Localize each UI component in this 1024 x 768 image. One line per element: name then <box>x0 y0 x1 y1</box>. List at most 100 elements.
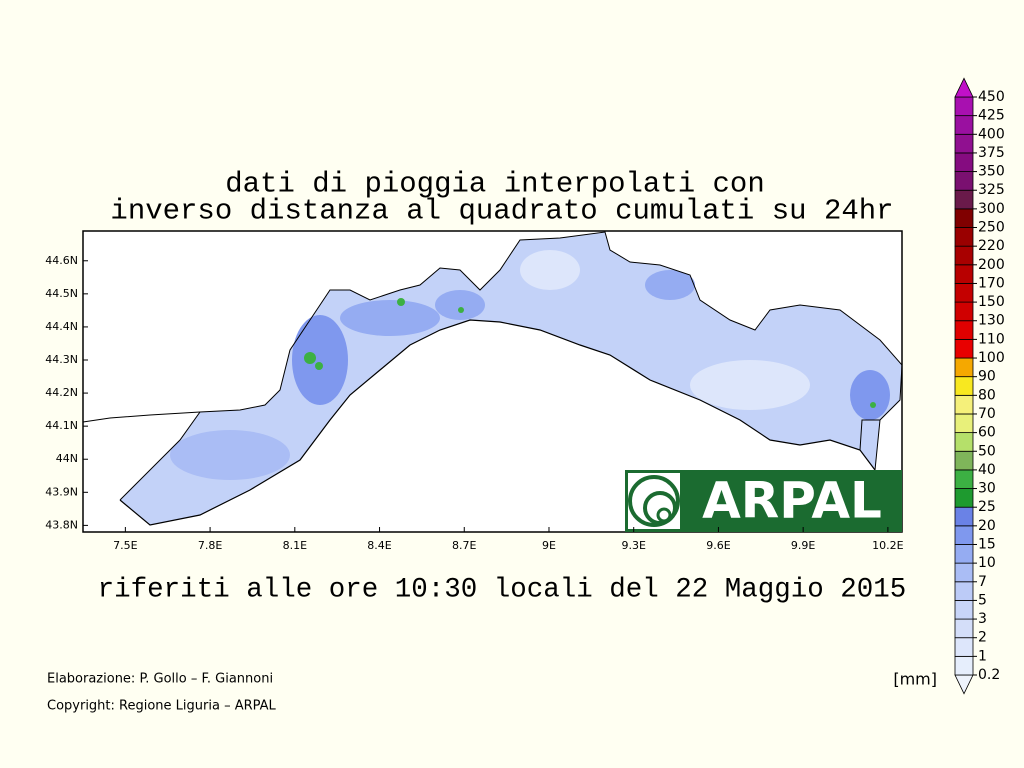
rain-spot <box>304 352 316 364</box>
coastline <box>119 319 876 526</box>
colorbar-band <box>954 320 974 340</box>
colorbar-band <box>954 600 974 620</box>
colorbar-band <box>954 525 974 545</box>
colorbar-band <box>954 562 974 583</box>
y-tick-label: 44.3N <box>45 353 78 366</box>
x-tick-label: 8.1E <box>283 539 307 552</box>
logo-icon <box>656 507 672 523</box>
credit: Elaborazione: P. Gollo – F. Giannoni <box>47 672 273 687</box>
border <box>119 231 903 501</box>
rain-area <box>435 290 485 320</box>
colorbar-label: 1 <box>978 648 987 664</box>
colorbar-label: 30 <box>978 481 996 497</box>
colorbar-band <box>954 581 974 601</box>
colorbar-label: 325 <box>978 182 1005 198</box>
colorbar-label: 170 <box>978 275 1005 291</box>
y-tick-label: 44.6N <box>45 254 78 267</box>
colorbar-band <box>954 674 974 695</box>
colorbar-band <box>954 227 974 247</box>
rain-area <box>340 300 440 336</box>
colorbar-band <box>954 413 974 434</box>
rain-spot <box>397 298 405 306</box>
colorbar-band <box>954 506 974 527</box>
colorbar-label: 10 <box>978 555 996 571</box>
colorbar-band <box>954 77 974 98</box>
rain-spot <box>315 362 323 370</box>
subtitle: riferiti alle ore 10:30 locali del 22 Ma… <box>98 574 907 605</box>
colorbar-band <box>954 488 974 508</box>
title-line: dati di pioggia interpolati con <box>225 168 765 201</box>
colorbar-band <box>954 544 974 564</box>
colorbar-band <box>954 301 974 322</box>
colorbar-band <box>954 133 974 154</box>
x-tick-label: 9.6E <box>706 539 730 552</box>
title-line: inverso distanza al quadrato cumulati su… <box>110 195 893 228</box>
colorbar-label: 7 <box>978 574 987 590</box>
x-tick-label: 8.4E <box>367 539 391 552</box>
x-tick-label: 9.9E <box>791 539 815 552</box>
colorbar-label: 250 <box>978 220 1005 236</box>
x-tick-label: 7.8E <box>198 539 222 552</box>
colorbar-band <box>954 96 974 117</box>
colorbar-label: 60 <box>978 425 996 441</box>
rain-area <box>645 270 695 300</box>
border <box>859 419 880 451</box>
colorbar-label: 0.2 <box>978 667 1000 683</box>
colorbar-label: 425 <box>978 108 1005 124</box>
colorbar-label: 40 <box>978 462 996 478</box>
y-tick-label: 43.8N <box>45 518 78 531</box>
colorbar-band <box>954 432 974 452</box>
logo-text: ARPAL <box>702 472 882 530</box>
dynamic-layer: 7.5E 7.8E 8.1E 8.4E 8.7E 9E 9.3E 9.6E 9.9E 10.2E 4… <box>45 77 1005 695</box>
colorbar-band <box>954 264 974 284</box>
colorbar-label: 450 <box>978 89 1005 105</box>
colorbar-band <box>954 115 974 135</box>
colorbar-band <box>954 208 974 228</box>
x-tick-label: 9E <box>542 539 556 552</box>
border <box>82 411 201 423</box>
y-tick-label: 44N <box>56 452 78 465</box>
colorbar-label: 3 <box>978 611 987 627</box>
colorbar-band <box>954 338 974 359</box>
logo: ARPAL <box>625 470 902 532</box>
colorbar-band <box>954 655 974 676</box>
colorbar-label: 300 <box>978 201 1005 217</box>
colorbar-label: 130 <box>978 313 1005 329</box>
colorbar-band <box>954 394 974 415</box>
rain-field <box>120 232 902 525</box>
x-tick-label: 10.2E <box>872 539 903 552</box>
colorbar-band <box>954 450 974 471</box>
colorbar-label: 100 <box>978 350 1005 366</box>
logo-icon <box>628 475 680 527</box>
colorbar-label: 20 <box>978 518 996 534</box>
x-tick-label: 9.3E <box>621 539 645 552</box>
colorbar-label: 80 <box>978 387 996 403</box>
x-tick-label: 7.5E <box>113 539 137 552</box>
colorbar-label: 25 <box>978 499 996 515</box>
colorbar-label: 350 <box>978 164 1005 180</box>
y-tick-label: 44.2N <box>45 386 78 399</box>
colorbar-band <box>954 189 974 210</box>
colorbar-label: 150 <box>978 294 1005 310</box>
rain-area <box>292 315 348 405</box>
colorbar-band <box>954 618 974 639</box>
logo-icon <box>643 491 677 525</box>
colorbar-label: 2 <box>978 630 987 646</box>
colorbar-label: 90 <box>978 369 996 385</box>
colorbar-band <box>954 245 974 266</box>
colorbar-band <box>954 469 974 489</box>
credit: Copyright: Regione Liguria – ARPAL <box>47 699 277 714</box>
map-land <box>82 231 903 526</box>
rain-spot <box>458 307 464 313</box>
colorbar-label: 375 <box>978 145 1005 161</box>
map-frame <box>82 230 903 533</box>
colorbar-label: 50 <box>978 443 996 459</box>
colorbar-band <box>954 171 974 191</box>
y-tick-label: 44.5N <box>45 287 78 300</box>
rain-area <box>170 430 290 480</box>
colorbar-band <box>954 283 974 303</box>
colorbar-band <box>954 357 974 378</box>
colorbar-label: 220 <box>978 238 1005 254</box>
